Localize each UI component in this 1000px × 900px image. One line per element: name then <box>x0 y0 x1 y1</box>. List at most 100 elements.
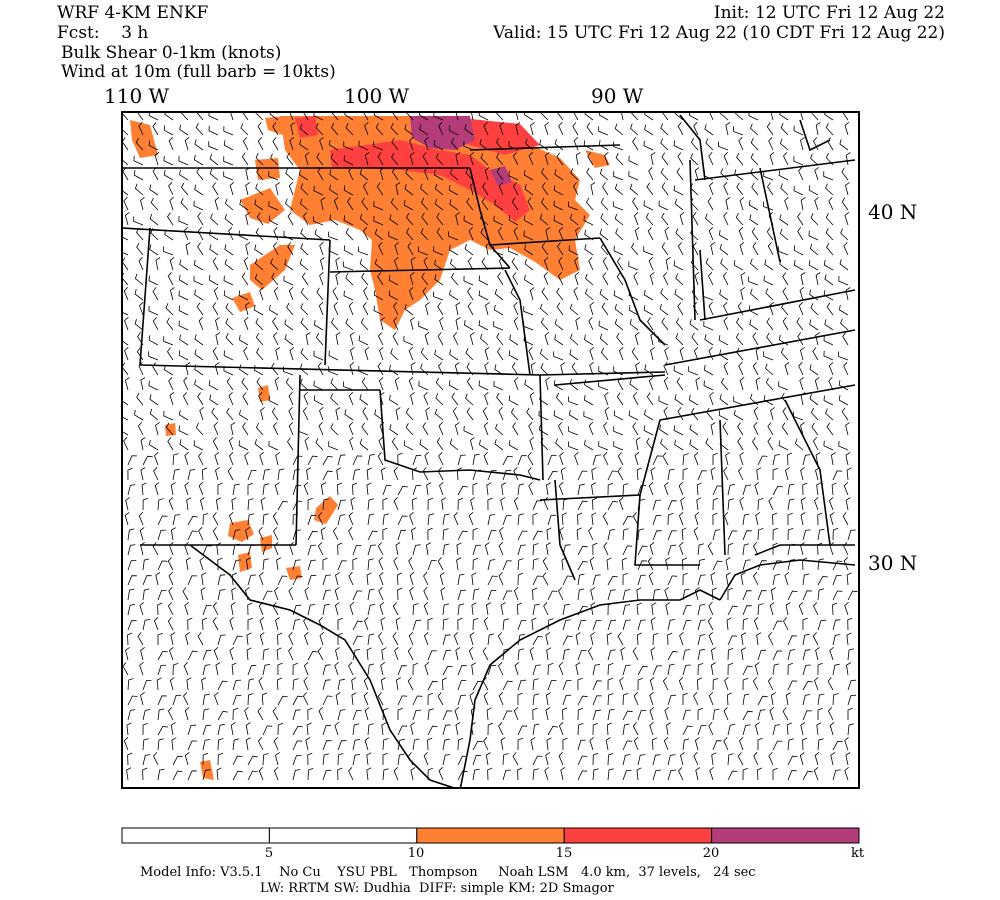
wind-barb <box>502 455 513 466</box>
wind-barb <box>841 407 849 421</box>
wind-barb <box>241 112 249 121</box>
wind-barb <box>678 482 684 496</box>
wind-barb <box>723 362 729 376</box>
wind-barb <box>667 500 677 511</box>
wind-barb <box>253 304 264 316</box>
wind-barb <box>754 662 760 676</box>
wind-barb <box>382 485 392 496</box>
wind-barb <box>652 633 659 646</box>
wind-barb <box>423 752 429 766</box>
wind-barb <box>247 498 254 511</box>
wind-barb <box>589 301 594 316</box>
wind-barb <box>448 380 459 391</box>
wind-barb <box>631 347 639 361</box>
wind-barb <box>767 242 774 256</box>
wind-barb <box>558 227 564 241</box>
wind-barb <box>545 542 551 556</box>
wind-barb <box>183 692 189 706</box>
wind-barb <box>468 227 474 241</box>
wind-barb <box>707 617 714 631</box>
wind-barb <box>124 512 130 526</box>
wind-barb <box>614 183 624 196</box>
wind-barb <box>502 753 509 766</box>
wind-barb <box>217 482 223 496</box>
wind-barb <box>697 648 705 661</box>
wind-barb <box>198 452 204 466</box>
wind-barb <box>434 408 444 421</box>
wind-barb <box>689 424 699 436</box>
wind-barb <box>427 650 437 661</box>
wind-barb <box>616 257 624 271</box>
wind-barb <box>766 332 774 346</box>
wind-barb <box>337 767 343 781</box>
wind-barb <box>122 190 129 196</box>
wind-barb <box>182 392 189 406</box>
wind-barb <box>603 452 609 466</box>
wind-barb <box>472 544 481 556</box>
wind-barb <box>352 469 361 481</box>
wind-barb <box>412 738 420 751</box>
wind-barb <box>769 706 775 721</box>
wind-barb <box>436 227 444 241</box>
wind-barb <box>283 230 294 241</box>
wind-barb <box>814 166 819 181</box>
wind-barb <box>603 422 609 436</box>
wind-barb <box>622 723 630 736</box>
wind-barb <box>275 752 280 766</box>
wind-barb <box>802 529 811 541</box>
wind-barb <box>739 241 745 256</box>
wind-barb <box>193 440 204 451</box>
wind-barb <box>352 455 363 466</box>
wind-barb <box>782 287 789 301</box>
wind-barb <box>517 572 524 586</box>
wind-barb <box>230 422 236 436</box>
wind-barb <box>637 710 647 721</box>
wind-barb <box>810 112 819 121</box>
wind-barb <box>674 439 684 451</box>
wind-barb <box>455 152 461 166</box>
colorbar-tick-10: 10 <box>407 846 425 861</box>
wind-barb <box>409 137 414 151</box>
wind-barb <box>607 470 618 481</box>
wind-barb <box>157 725 168 736</box>
wind-barb <box>498 407 504 421</box>
wind-barb <box>247 602 253 616</box>
wind-barb <box>810 303 819 316</box>
wind-barb <box>334 661 339 676</box>
wind-barb <box>586 122 594 136</box>
wind-barb <box>373 141 384 151</box>
wind-barb <box>363 677 369 691</box>
wind-barb <box>843 542 849 556</box>
wind-barb <box>616 392 624 406</box>
wind-barb <box>184 137 190 151</box>
wind-barb <box>487 497 493 511</box>
wind-barb <box>142 455 153 466</box>
wind-barb <box>246 632 252 646</box>
wind-barb <box>718 141 729 151</box>
wind-barb <box>409 511 414 526</box>
wind-barb <box>273 422 279 436</box>
wind-barb <box>394 241 400 256</box>
wind-barb <box>277 500 288 511</box>
wind-barb <box>524 258 534 271</box>
wind-barb <box>367 604 376 616</box>
wind-barb <box>622 483 629 496</box>
wind-barb <box>178 155 189 166</box>
wind-barb <box>645 212 654 226</box>
wind-barb <box>389 364 399 376</box>
wind-barb <box>133 170 144 181</box>
wind-barb <box>644 364 654 376</box>
wind-barb <box>652 499 661 511</box>
wind-barb <box>255 153 264 166</box>
wind-barb <box>231 572 237 586</box>
wind-barb <box>667 513 674 526</box>
wind-barb <box>607 602 614 616</box>
wind-barb <box>739 451 744 466</box>
wind-barb <box>359 394 369 406</box>
wind-barb <box>471 662 477 676</box>
wind-barb <box>772 542 778 555</box>
wind-barb <box>194 334 204 346</box>
wind-barb <box>229 616 234 631</box>
wind-barb <box>705 258 714 271</box>
